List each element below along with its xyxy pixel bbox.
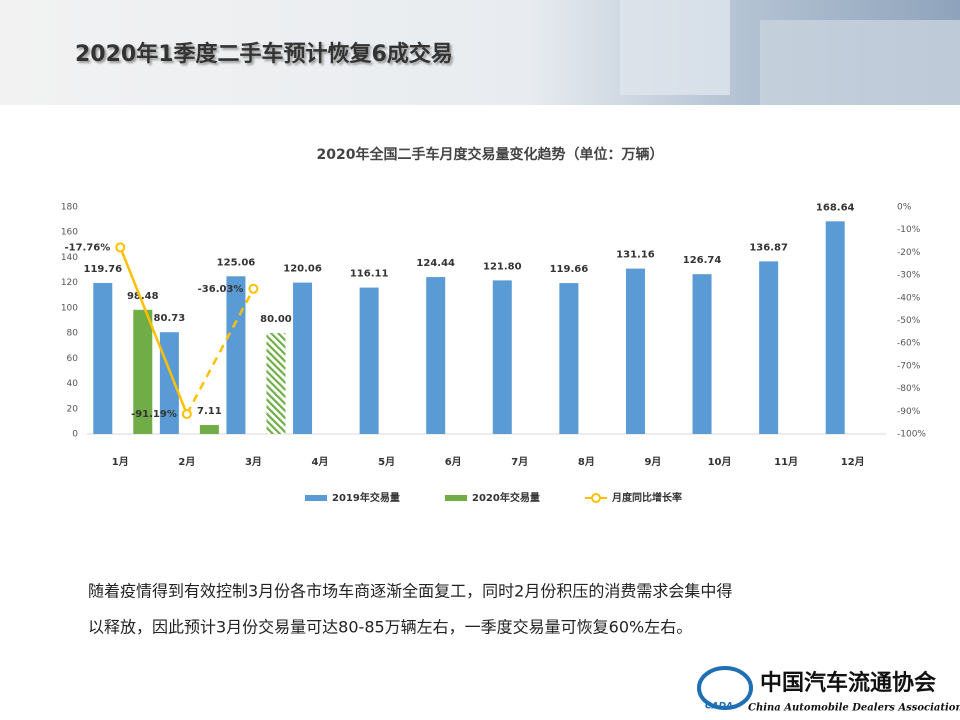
x-tick-label: 1月 [112,456,129,468]
logo-english: China Automobile Dealers Association [748,703,960,714]
bar [692,274,712,434]
data-label: 98.48 [127,291,159,302]
logo-abbr: CADA [705,702,733,712]
y-tick-label: 100 [61,303,78,313]
y2-tick-label: -50% [897,316,921,326]
data-label: 125.06 [217,257,256,268]
body-text: 以释放，因此预计3月份交易量可达80-85万辆左右，一季度交易量可恢复60%左右… [88,618,692,637]
bar [293,282,313,434]
y-tick-label: 0 [72,430,78,440]
legend-swatch [591,493,601,503]
slide-title: 2020年1季度二手车预计恢复6成交易 [75,41,453,67]
bar [492,280,512,434]
data-label: -17.76% [64,242,110,253]
bar [199,425,219,434]
bar [625,268,645,434]
bar [825,221,845,434]
header-cube [760,20,960,105]
y2-tick-label: -40% [897,293,921,303]
data-label: -36.03% [198,284,244,295]
data-label: 168.64 [816,202,855,213]
data-label: 80.00 [260,314,292,325]
y-tick-label: 60 [67,354,79,364]
bar [559,283,579,434]
bar [759,261,779,434]
x-tick-label: 11月 [774,456,798,468]
y-tick-label: 40 [67,379,79,389]
legend-label: 2019年交易量 [332,491,400,504]
data-label: 7.11 [197,406,222,417]
x-tick-label: 12月 [841,456,865,468]
legend-label: 月度同比增长率 [611,491,682,504]
legend-label: 2020年交易量 [472,491,540,504]
data-label: 131.16 [616,250,655,261]
bar [266,333,286,434]
data-label: 121.80 [483,261,522,272]
chart-title: 2020年全国二手车月度交易量变化趋势（单位：万辆） [317,146,664,163]
bar [133,309,153,434]
line [119,246,189,415]
y-tick-label: 180 [61,203,78,213]
x-tick-label: 6月 [445,456,462,468]
x-tick-label: 8月 [578,456,595,468]
legend-swatch [445,495,467,501]
data-label: 80.73 [154,313,186,324]
data-label: 124.44 [416,258,455,269]
legend-swatch [305,495,327,501]
y2-tick-label: -70% [897,361,921,371]
bar [359,287,379,434]
x-tick-label: 7月 [511,456,528,468]
bar [93,282,113,434]
data-label: 116.11 [350,269,389,280]
y2-tick-label: -100% [897,430,926,440]
data-label: -91.19% [131,409,177,420]
line-marker [248,283,259,294]
x-tick-label: 3月 [245,456,262,468]
y-tick-label: 160 [61,228,78,238]
y2-tick-label: -10% [897,225,921,235]
logo-name: 中国汽车流通协会 [760,670,936,696]
y-tick-label: 20 [67,404,79,414]
y-tick-label: 80 [67,329,79,339]
y2-tick-label: -60% [897,339,921,349]
data-label: 119.66 [550,264,589,275]
bar [226,276,246,434]
y-tick-label: 120 [61,278,78,288]
data-label: 136.87 [749,242,788,253]
line [185,288,255,415]
x-tick-label: 5月 [378,456,395,468]
data-label: 119.76 [83,264,122,275]
y2-tick-label: -30% [897,271,921,281]
y2-tick-label: 0% [897,203,912,213]
y2-tick-label: -90% [897,407,921,417]
header-cube [620,0,730,95]
logo-mark [697,666,753,710]
y2-tick-label: -20% [897,248,921,258]
data-label: 120.06 [283,264,322,275]
x-tick-label: 9月 [644,456,661,468]
x-tick-label: 4月 [312,456,329,468]
x-tick-label: 10月 [708,456,732,468]
data-label: 126.74 [683,255,722,266]
bar [426,277,446,434]
line-marker [115,242,126,253]
body-text: 随着疫情得到有效控制3月份各市场车商逐渐全面复工，同时2月份积压的消费需求会集中… [88,582,732,601]
y-tick-label: 140 [61,253,78,263]
line-marker [181,409,192,420]
y2-tick-label: -80% [897,384,921,394]
x-tick-label: 2月 [178,456,195,468]
